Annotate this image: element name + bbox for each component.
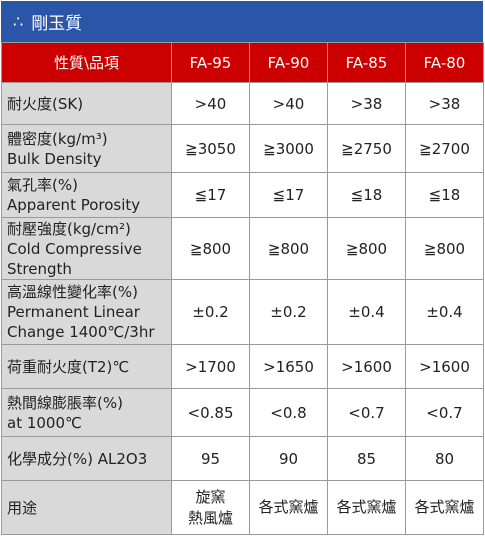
value-cell: <0.7 <box>327 388 406 437</box>
row-label: 耐火度(SK) <box>1 82 172 125</box>
value-cell: ≦17 <box>171 172 250 218</box>
table-row: 高溫線性變化率(%) Permanent Linear Change 1400℃/3… <box>1 279 484 345</box>
value-cell: ≦18 <box>405 172 484 218</box>
value-cell: >1600 <box>327 344 406 389</box>
row-label: 荷重耐火度(T2)℃ <box>1 344 172 389</box>
row-label-line: 耐壓強度(kg/cm²) <box>7 219 131 238</box>
table-row: 體密度(kg/m³) Bulk Density ≧3050 ≧3000 ≧2750 ≧27… <box>1 124 484 173</box>
row-label-line: 氣孔率(%) <box>7 176 78 194</box>
value-cell: ±0.4 <box>327 279 406 345</box>
row-label: 耐壓強度(kg/cm²) Cold Compressive Strength <box>1 217 172 280</box>
value-cell: 95 <box>171 436 250 481</box>
header-grade: FA-90 <box>249 42 328 83</box>
row-label-line: 化學成分(%) AL2O3 <box>7 449 148 468</box>
row-label-line: 耐火度(SK) <box>7 94 84 113</box>
row-label-line: Cold Compressive <box>7 239 142 258</box>
value-cell: ±0.4 <box>405 279 484 345</box>
value-cell: 85 <box>327 436 406 481</box>
row-label-line: 熱間線膨脹率(%) <box>7 393 123 412</box>
table-row: 熱間線膨脹率(%) at 1000℃ <0.85 <0.8 <0.7 <0.7 <box>1 388 484 437</box>
row-label-line: 高溫線性變化率(%) <box>7 283 138 301</box>
row-label: 化學成分(%) AL2O3 <box>1 436 172 481</box>
value-cell: 各式窯爐 <box>249 480 328 535</box>
value-cell: ≦17 <box>249 172 328 218</box>
row-label: 氣孔率(%) Apparent Porosity <box>1 172 172 218</box>
value-cell: >40 <box>171 82 250 125</box>
value-cell: ≧2700 <box>405 124 484 173</box>
table-row: 用途 旋窯 熱風爐 各式窯爐 各式窯爐 各式窯爐 <box>1 480 484 535</box>
row-label-line: 體密度(kg/m³) <box>7 129 108 148</box>
value-cell: >38 <box>327 82 406 125</box>
table-row: 耐火度(SK) >40 >40 >38 >38 <box>1 82 484 125</box>
spec-table: 性質\品項 FA-95 FA-90 FA-85 FA-80 耐火度(SK) >40… <box>1 42 484 535</box>
table-row: 耐壓強度(kg/cm²) Cold Compressive Strength ≧800… <box>1 217 484 280</box>
value-cell: ≧2750 <box>327 124 406 173</box>
value-cell: <0.8 <box>249 388 328 437</box>
row-label: 體密度(kg/m³) Bulk Density <box>1 124 172 173</box>
value-cell: ≧800 <box>405 217 484 280</box>
row-label-line: Permanent Linear <box>7 303 140 321</box>
table-row: 荷重耐火度(T2)℃ >1700 >1650 >1600 >1600 <box>1 344 484 389</box>
row-label-line: Bulk Density <box>7 149 102 168</box>
header-grade: FA-80 <box>405 42 484 83</box>
value-cell: 90 <box>249 436 328 481</box>
value-cell: >1700 <box>171 344 250 389</box>
row-label-line: Change 1400℃/3hr <box>7 323 155 341</box>
value-cell: >40 <box>249 82 328 125</box>
value-cell: ≦18 <box>327 172 406 218</box>
value-cell: ≧800 <box>249 217 328 280</box>
value-cell: ±0.2 <box>171 279 250 345</box>
value-cell: ≧800 <box>171 217 250 280</box>
value-cell: <0.85 <box>171 388 250 437</box>
row-label-line: Strength <box>7 259 72 278</box>
header-grade: FA-85 <box>327 42 406 83</box>
row-label-line: 用途 <box>7 498 38 517</box>
header-row: 性質\品項 FA-95 FA-90 FA-85 FA-80 <box>1 42 484 83</box>
value-cell: 各式窯爐 <box>405 480 484 535</box>
title-bar: ∴ 剛玉質 <box>1 1 483 42</box>
row-label: 高溫線性變化率(%) Permanent Linear Change 1400℃/3… <box>1 279 172 345</box>
value-cell: 各式窯爐 <box>327 480 406 535</box>
page-title: 剛玉質 <box>31 14 83 34</box>
value-cell: >1600 <box>405 344 484 389</box>
value-cell: ±0.2 <box>249 279 328 345</box>
table-row: 氣孔率(%) Apparent Porosity ≦17 ≦17 ≦18 ≦18 <box>1 172 484 218</box>
value-cell: ≧3000 <box>249 124 328 173</box>
table-row: 化學成分(%) AL2O3 95 90 85 80 <box>1 436 484 481</box>
value-cell: 旋窯 熱風爐 <box>171 480 250 535</box>
value-cell: ≧3050 <box>171 124 250 173</box>
row-label-line: at 1000℃ <box>7 413 82 432</box>
header-property: 性質\品項 <box>1 42 172 83</box>
value-cell: >1650 <box>249 344 328 389</box>
value-cell: ≧800 <box>327 217 406 280</box>
row-label-line: Apparent Porosity <box>7 196 141 214</box>
row-label: 用途 <box>1 480 172 535</box>
therefore-symbol: ∴ <box>13 12 24 31</box>
value-cell: 80 <box>405 436 484 481</box>
value-cell: >38 <box>405 82 484 125</box>
row-label-line: 荷重耐火度(T2)℃ <box>7 357 130 376</box>
header-grade: FA-95 <box>171 42 250 83</box>
value-cell: <0.7 <box>405 388 484 437</box>
row-label: 熱間線膨脹率(%) at 1000℃ <box>1 388 172 437</box>
